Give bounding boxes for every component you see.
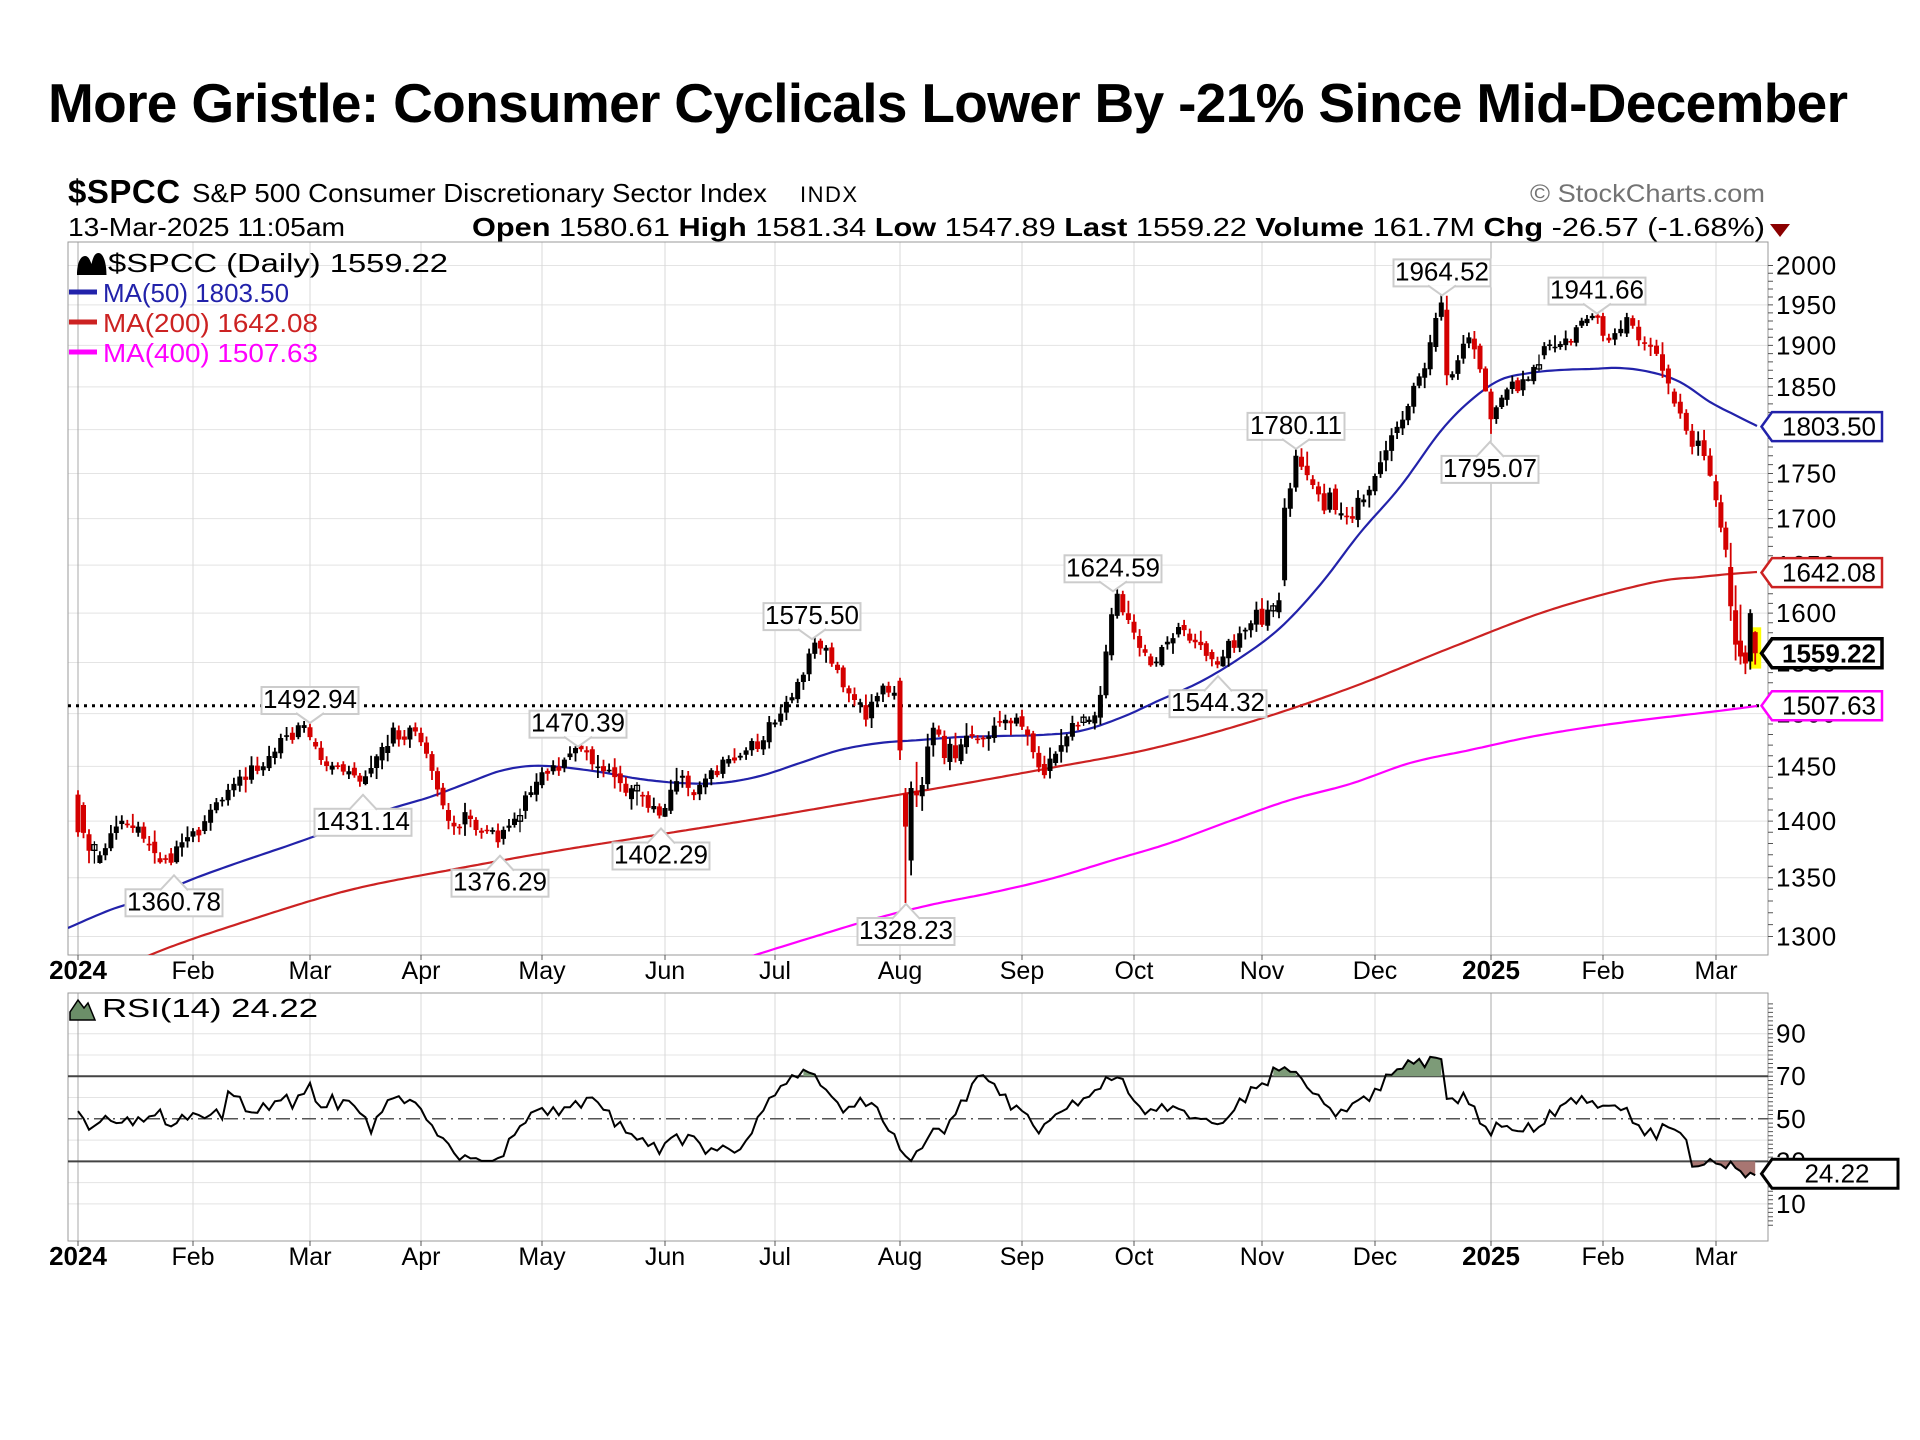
svg-text:Nov: Nov	[1240, 1243, 1285, 1271]
svg-text:10: 10	[1776, 1189, 1807, 1219]
svg-text:Feb: Feb	[171, 957, 214, 985]
svg-text:Open 1580.61 High 1581.34 Low: Open 1580.61 High 1581.34 Low 1547.89 La…	[472, 212, 1765, 242]
svg-text:© StockCharts.com: © StockCharts.com	[1530, 180, 1765, 208]
svg-text:1941.66: 1941.66	[1550, 275, 1644, 305]
svg-text:Aug: Aug	[878, 1243, 922, 1271]
svg-text:1402.29: 1402.29	[614, 840, 708, 870]
svg-text:1507.63: 1507.63	[1782, 691, 1876, 721]
svg-text:$SPCC (Daily) 1559.22: $SPCC (Daily) 1559.22	[108, 248, 448, 278]
svg-text:1700: 1700	[1776, 504, 1837, 534]
svg-text:Sep: Sep	[1000, 1243, 1044, 1271]
svg-text:1328.23: 1328.23	[859, 915, 953, 945]
svg-text:1950: 1950	[1776, 290, 1837, 320]
svg-text:70: 70	[1776, 1061, 1807, 1091]
svg-text:1300: 1300	[1776, 922, 1837, 952]
svg-text:2024: 2024	[49, 1241, 107, 1271]
svg-text:MA(50) 1803.50: MA(50) 1803.50	[103, 278, 289, 308]
svg-text:90: 90	[1776, 1019, 1807, 1049]
svg-text:Feb: Feb	[171, 1243, 214, 1271]
svg-text:1624.59: 1624.59	[1066, 552, 1160, 582]
svg-text:INDX: INDX	[800, 182, 859, 207]
svg-text:Sep: Sep	[1000, 957, 1044, 985]
svg-text:Jul: Jul	[759, 957, 791, 985]
svg-text:Dec: Dec	[1353, 1243, 1397, 1271]
svg-text:Oct: Oct	[1115, 1243, 1154, 1271]
svg-text:MA(200) 1642.08: MA(200) 1642.08	[103, 308, 318, 338]
svg-text:Dec: Dec	[1353, 957, 1397, 985]
svg-text:1642.08: 1642.08	[1782, 558, 1876, 588]
svg-text:1360.78: 1360.78	[127, 886, 221, 916]
svg-text:1780.11: 1780.11	[1250, 410, 1342, 440]
svg-text:RSI(14) 24.22: RSI(14) 24.22	[102, 993, 318, 1023]
svg-text:Oct: Oct	[1115, 957, 1154, 985]
svg-text:1559.22: 1559.22	[1782, 638, 1876, 668]
svg-text:1964.52: 1964.52	[1395, 256, 1489, 286]
svg-text:Apr: Apr	[402, 957, 441, 985]
svg-text:2000: 2000	[1776, 251, 1837, 281]
svg-text:$SPCC: $SPCC	[68, 173, 181, 210]
svg-text:MA(400) 1507.63: MA(400) 1507.63	[103, 338, 318, 368]
svg-text:Jul: Jul	[759, 1243, 791, 1271]
svg-text:Mar: Mar	[288, 957, 331, 985]
svg-text:Apr: Apr	[402, 1243, 441, 1271]
svg-text:Feb: Feb	[1581, 957, 1624, 985]
svg-text:S&P 500 Consumer Discretionary: S&P 500 Consumer Discretionary Sector In…	[192, 178, 767, 208]
svg-text:1795.07: 1795.07	[1443, 453, 1537, 483]
svg-text:1750: 1750	[1776, 459, 1837, 489]
svg-text:1850: 1850	[1776, 372, 1837, 402]
svg-text:Mar: Mar	[1694, 1243, 1737, 1271]
svg-text:Jun: Jun	[645, 1243, 685, 1271]
svg-text:1450: 1450	[1776, 751, 1837, 781]
svg-text:1470.39: 1470.39	[531, 708, 625, 738]
svg-text:1400: 1400	[1776, 806, 1837, 836]
svg-text:1600: 1600	[1776, 598, 1837, 628]
svg-text:May: May	[518, 957, 566, 985]
svg-text:1575.50: 1575.50	[765, 600, 859, 630]
svg-text:Mar: Mar	[288, 1243, 331, 1271]
svg-text:1803.50: 1803.50	[1782, 412, 1876, 442]
svg-text:1492.94: 1492.94	[263, 684, 357, 714]
svg-text:2025: 2025	[1462, 955, 1520, 985]
svg-text:2024: 2024	[49, 955, 107, 985]
svg-text:1431.14: 1431.14	[316, 806, 410, 836]
svg-text:2025: 2025	[1462, 1241, 1520, 1271]
svg-text:Feb: Feb	[1581, 1243, 1624, 1271]
svg-text:May: May	[518, 1243, 566, 1271]
svg-text:13-Mar-2025 11:05am: 13-Mar-2025 11:05am	[68, 212, 345, 242]
svg-text:Jun: Jun	[645, 957, 685, 985]
svg-text:24.22: 24.22	[1804, 1159, 1869, 1189]
svg-text:1900: 1900	[1776, 330, 1837, 360]
svg-text:1350: 1350	[1776, 863, 1837, 893]
svg-text:1544.32: 1544.32	[1171, 687, 1265, 717]
svg-text:50: 50	[1776, 1104, 1807, 1134]
svg-text:Nov: Nov	[1240, 957, 1285, 985]
svg-text:More Gristle: Consumer Cyclica: More Gristle: Consumer Cyclicals Lower B…	[48, 72, 1848, 134]
svg-text:Mar: Mar	[1694, 957, 1737, 985]
svg-text:Aug: Aug	[878, 957, 922, 985]
svg-text:1376.29: 1376.29	[453, 867, 547, 897]
